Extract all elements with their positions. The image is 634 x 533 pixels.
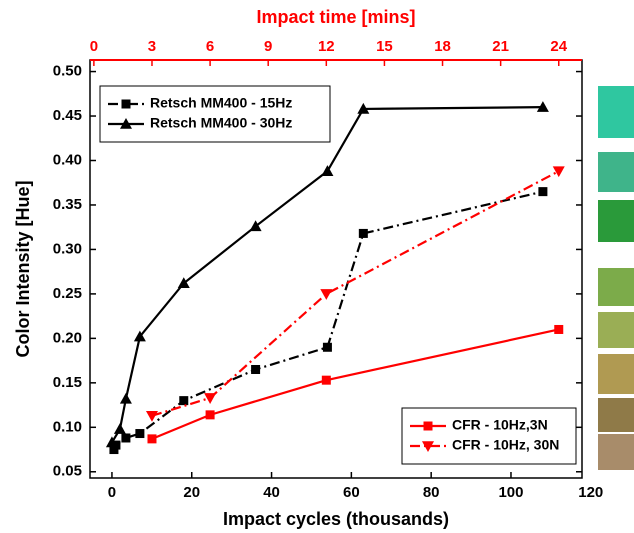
x-tick-label: 120 [578, 484, 603, 501]
y-tick-label: 0.05 [53, 463, 82, 480]
marker [322, 342, 332, 352]
marker [320, 289, 333, 300]
y-tick-label: 0.30 [53, 240, 82, 257]
x-tick-label: 20 [183, 484, 200, 501]
x2-axis-title: Impact time [mins] [256, 7, 415, 27]
marker [321, 375, 331, 385]
x-tick-label: 100 [498, 484, 523, 501]
marker [205, 410, 215, 420]
legend-label: CFR - 10Hz,3N [452, 417, 548, 433]
y-tick-label: 0.35 [53, 196, 82, 213]
legend-box [401, 407, 577, 465]
marker [552, 166, 565, 178]
y-tick-label: 0.25 [53, 285, 82, 302]
marker [538, 187, 548, 197]
marker [358, 228, 368, 238]
marker [135, 429, 145, 439]
sample-swatch [598, 354, 634, 394]
marker [105, 436, 118, 448]
sample-images [598, 86, 634, 470]
series-line [151, 170, 560, 417]
marker [147, 434, 157, 444]
marker [251, 364, 261, 374]
legend-label: CFR - 10Hz, 30N [452, 437, 559, 453]
marker [179, 396, 189, 406]
marker [554, 324, 564, 334]
marker [536, 101, 549, 112]
x-tick-label: 80 [423, 484, 440, 501]
sample-swatch [598, 152, 634, 192]
marker [119, 392, 132, 404]
sample-swatch [598, 268, 634, 306]
y-axis-title: Color Intensity [Hue] [13, 180, 33, 357]
x2-tick-label: 3 [148, 38, 156, 55]
legend-marker [121, 99, 131, 109]
marker [357, 102, 370, 114]
y-tick-label: 0.15 [53, 374, 82, 391]
marker [121, 433, 131, 443]
marker [249, 220, 262, 232]
x-tick-label: 0 [108, 484, 116, 501]
x2-tick-label: 9 [264, 38, 272, 55]
x2-tick-label: 12 [318, 38, 335, 55]
x-axis-title: Impact cycles (thousands) [223, 509, 449, 529]
y-tick-label: 0.40 [53, 151, 82, 168]
sample-swatch [598, 434, 634, 470]
y-tick-label: 0.20 [53, 329, 82, 346]
marker [145, 410, 158, 422]
series-line [111, 106, 543, 443]
x2-tick-label: 21 [492, 38, 509, 55]
y-tick-label: 0.45 [53, 107, 82, 124]
marker [133, 330, 146, 342]
x2-tick-label: 18 [434, 38, 451, 55]
series-line [151, 328, 559, 440]
legend-label: Retsch MM400 - 30Hz [150, 115, 292, 131]
marker [113, 423, 126, 434]
sample-swatch [598, 200, 634, 242]
x2-tick-label: 6 [206, 38, 214, 55]
x2-tick-label: 24 [550, 38, 567, 55]
sample-swatch [598, 398, 634, 432]
y-tick-label: 0.10 [53, 418, 82, 435]
x-tick-label: 60 [343, 484, 360, 501]
x2-tick-label: 15 [376, 38, 393, 55]
sample-swatch [598, 86, 634, 138]
legend-marker [120, 118, 132, 129]
marker [177, 277, 190, 289]
x2-tick-label: 0 [90, 38, 98, 55]
marker [204, 393, 217, 404]
legend-label: Retsch MM400 - 15Hz [150, 95, 292, 111]
legend-marker [422, 441, 434, 452]
legend-box [99, 85, 331, 143]
x-tick-label: 40 [263, 484, 280, 501]
legend-marker [423, 421, 433, 431]
y-tick-label: 0.50 [53, 63, 82, 80]
sample-swatch [598, 312, 634, 348]
marker [321, 165, 334, 176]
